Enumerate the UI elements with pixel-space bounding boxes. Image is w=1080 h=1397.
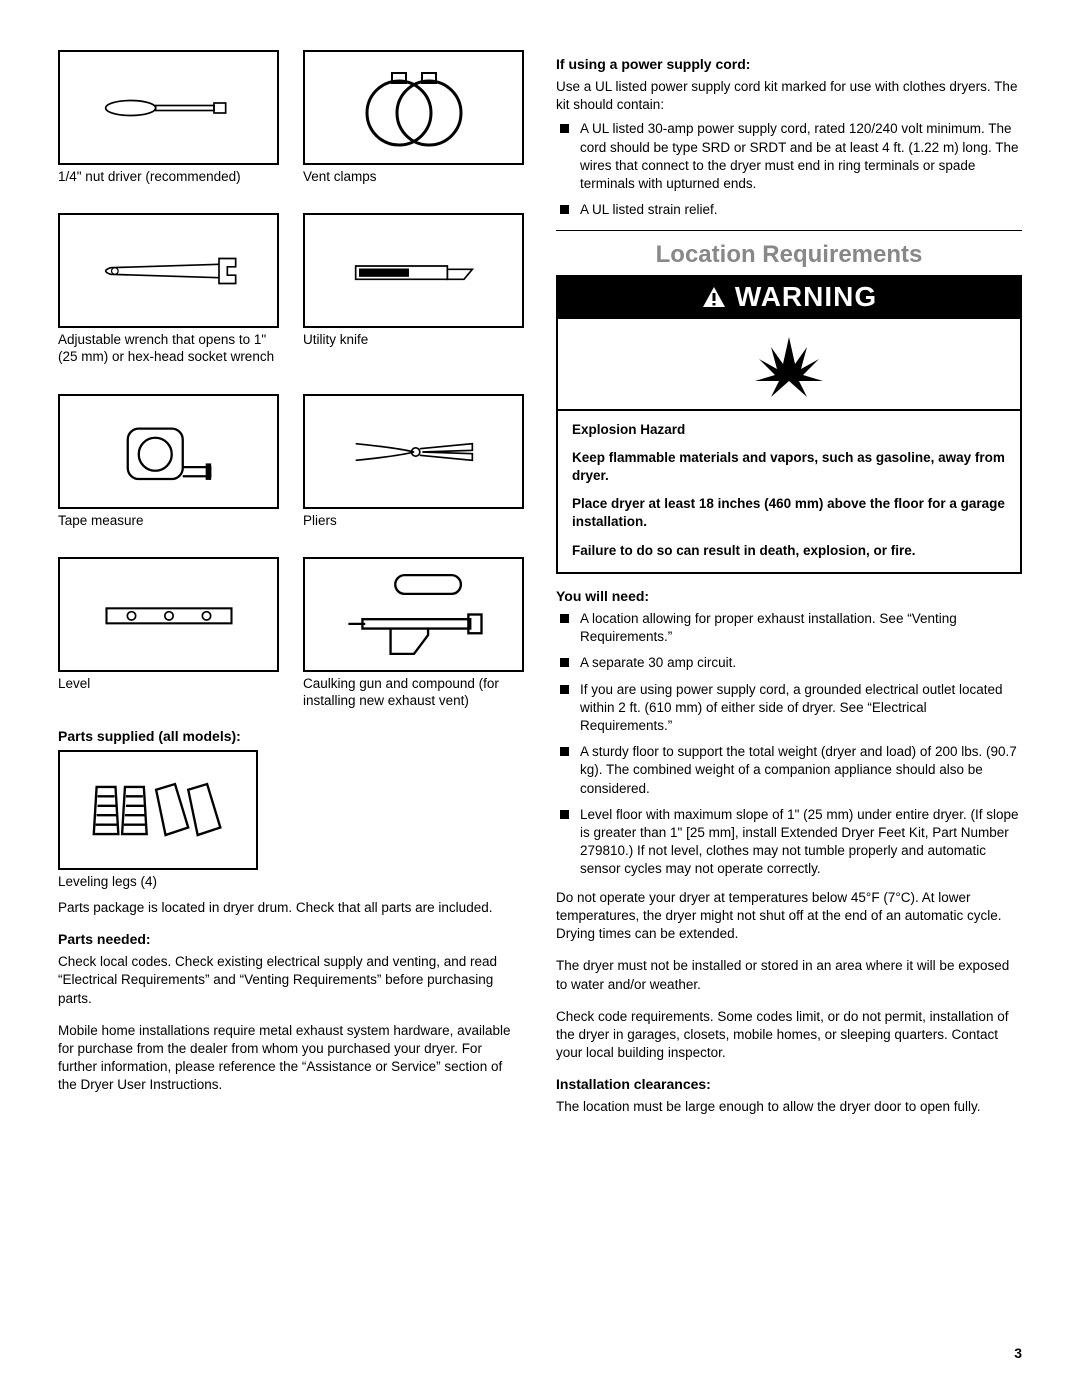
tool-caption: Caulking gun and compound (for installin…	[303, 676, 524, 710]
list-item: A sturdy floor to support the total weig…	[556, 743, 1022, 798]
warning-text: Explosion Hazard	[572, 421, 1006, 439]
tool-caption: Vent clamps	[303, 169, 524, 203]
warning-body: Explosion Hazard Keep flammable material…	[558, 411, 1020, 572]
section-title: Location Requirements	[556, 241, 1022, 269]
parts-needed-text1: Check local codes. Check existing electr…	[58, 953, 524, 1008]
parts-needed-text2: Mobile home installations require metal …	[58, 1022, 524, 1095]
vent-clamps-icon	[303, 50, 524, 165]
pliers-icon	[303, 394, 524, 509]
explosion-icon	[558, 319, 1020, 411]
list-item: A separate 30 amp circuit.	[556, 654, 1022, 672]
parts-package-text: Parts package is located in dryer drum. …	[58, 899, 524, 917]
list-item: A location allowing for proper exhaust i…	[556, 610, 1022, 646]
tool-pliers: Pliers	[303, 394, 524, 547]
nut-driver-icon	[58, 50, 279, 165]
parts-supplied-caption: Leveling legs (4)	[58, 874, 524, 891]
power-cord-list: A UL listed 30-amp power supply cord, ra…	[556, 120, 1022, 219]
para-codes: Check code requirements. Some codes limi…	[556, 1008, 1022, 1063]
right-column: If using a power supply cord: Use a UL l…	[556, 50, 1022, 1131]
tool-caption: Pliers	[303, 513, 524, 547]
warning-label: WARNING	[735, 281, 877, 313]
tool-tape-measure: Tape measure	[58, 394, 279, 547]
tool-utility-knife: Utility knife	[303, 213, 524, 384]
warning-text: Place dryer at least 18 inches (460 mm) …	[572, 495, 1006, 531]
caulk-gun-icon	[303, 557, 524, 672]
list-item: If you are using power supply cord, a gr…	[556, 681, 1022, 736]
install-clear-heading: Installation clearances:	[556, 1076, 1022, 1092]
warning-header: WARNING	[558, 277, 1020, 319]
you-will-need-heading: You will need:	[556, 588, 1022, 604]
power-cord-intro: Use a UL listed power supply cord kit ma…	[556, 78, 1022, 114]
utility-knife-icon	[303, 213, 524, 328]
tape-measure-icon	[58, 394, 279, 509]
tool-caption: Level	[58, 676, 279, 710]
parts-needed-heading: Parts needed:	[58, 931, 524, 947]
warning-text: Failure to do so can result in death, ex…	[572, 542, 1006, 560]
tool-caption: Utility knife	[303, 332, 524, 384]
tool-adj-wrench: Adjustable wrench that opens to 1" (25 m…	[58, 213, 279, 384]
tool-level: Level	[58, 557, 279, 710]
tool-caption: 1/4" nut driver (recommended)	[58, 169, 279, 203]
page-number: 3	[1014, 1345, 1022, 1361]
level-icon	[58, 557, 279, 672]
power-cord-heading: If using a power supply cord:	[556, 56, 1022, 72]
divider	[556, 230, 1022, 231]
adj-wrench-icon	[58, 213, 279, 328]
list-item: A UL listed 30-amp power supply cord, ra…	[556, 120, 1022, 193]
warning-triangle-icon	[701, 285, 727, 309]
tool-caulk-gun: Caulking gun and compound (for installin…	[303, 557, 524, 710]
parts-supplied-heading: Parts supplied (all models):	[58, 728, 524, 744]
para-temp: Do not operate your dryer at temperature…	[556, 889, 1022, 944]
page: 1/4" nut driver (recommended) Vent clamp…	[0, 0, 1080, 1131]
tool-caption: Tape measure	[58, 513, 279, 547]
warning-box: WARNING Explosion Hazard Keep flammable …	[556, 275, 1022, 574]
warning-text: Keep flammable materials and vapors, suc…	[572, 449, 1006, 485]
tool-vent-clamps: Vent clamps	[303, 50, 524, 203]
left-column: 1/4" nut driver (recommended) Vent clamp…	[58, 50, 524, 1131]
para-water: The dryer must not be installed or store…	[556, 957, 1022, 993]
you-will-need-list: A location allowing for proper exhaust i…	[556, 610, 1022, 879]
install-clear-text: The location must be large enough to all…	[556, 1098, 1022, 1116]
list-item: Level floor with maximum slope of 1" (25…	[556, 806, 1022, 879]
tool-caption: Adjustable wrench that opens to 1" (25 m…	[58, 332, 279, 384]
leveling-legs-icon	[58, 750, 258, 870]
tool-nut-driver: 1/4" nut driver (recommended)	[58, 50, 279, 203]
tool-grid: 1/4" nut driver (recommended) Vent clamp…	[58, 50, 524, 710]
list-item: A UL listed strain relief.	[556, 201, 1022, 219]
